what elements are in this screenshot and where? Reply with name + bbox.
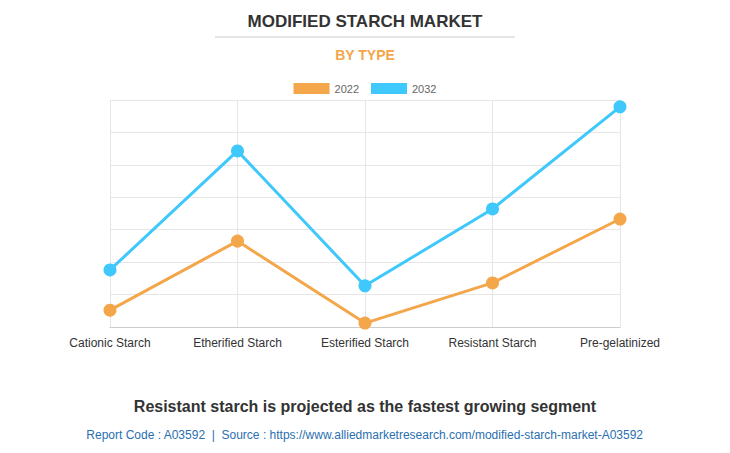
svg-text:Pre-gelatinized: Pre-gelatinized (580, 336, 660, 350)
svg-text:Report Code : A03592 | Sourc: Report Code : A03592 | Source : https://… (86, 428, 643, 442)
svg-text:Resistant Starch: Resistant Starch (448, 336, 536, 350)
svg-text:Etherified Starch: Etherified Starch (193, 336, 282, 350)
svg-text:2032: 2032 (412, 83, 436, 95)
svg-text:Esterified Starch: Esterified Starch (321, 336, 409, 350)
svg-text:Resistant starch is projected: Resistant starch is projected as the fas… (134, 398, 597, 415)
svg-text:Cationic Starch: Cationic Starch (69, 336, 150, 350)
svg-text:BY TYPE: BY TYPE (335, 47, 395, 63)
svg-text:2022: 2022 (335, 83, 359, 95)
svg-text:MODIFIED STARCH MARKET: MODIFIED STARCH MARKET (248, 12, 483, 31)
